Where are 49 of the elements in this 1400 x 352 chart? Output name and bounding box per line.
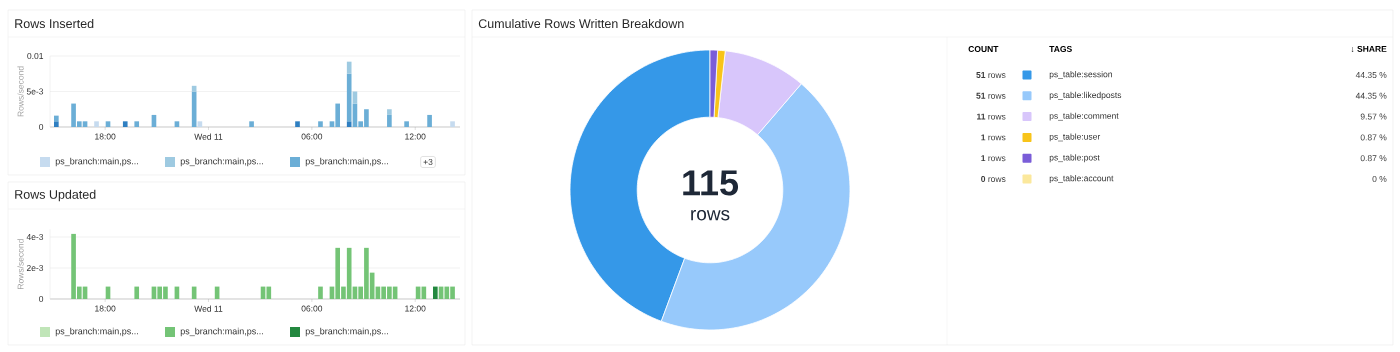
x-tick-label: 18:00 xyxy=(95,305,116,312)
x-tick-label: 12:00 xyxy=(405,133,426,140)
legend-label: ps_branch:main,ps... xyxy=(305,327,388,337)
y-tick-label: 5e-3 xyxy=(26,88,44,95)
text: 0 % xyxy=(1372,175,1387,182)
x-tick-label: 06:00 xyxy=(301,133,323,140)
text: 0.87 % xyxy=(1360,134,1387,141)
x-tick-label: 12:00 xyxy=(405,305,426,312)
text: 115 xyxy=(683,170,739,196)
text: +3 xyxy=(423,158,433,165)
text: TAGS xyxy=(1049,45,1072,52)
data-label: 1 rows xyxy=(981,155,1006,162)
y-tick-label: 4e-3 xyxy=(26,233,44,240)
y-axis-title: Rows/second xyxy=(17,239,24,289)
y-axis-title: Rows/second xyxy=(17,66,24,117)
text: 0 rows xyxy=(981,175,1006,182)
x-tick-label: Wed 11 xyxy=(194,305,223,312)
text: COUNT xyxy=(968,45,999,52)
data-label: 1 rows xyxy=(981,134,1006,141)
x-tick-label: 06:00 xyxy=(301,305,323,312)
text: ↓ SHARE xyxy=(1351,45,1387,53)
chart-title: Cumulative Rows Written Breakdown xyxy=(478,18,684,29)
legend-label: ps_branch:main,ps... xyxy=(305,157,388,167)
legend-label: ps_branch:main,ps... xyxy=(55,327,138,337)
legend-label: ps_table:likedposts xyxy=(1049,91,1122,100)
data-label: 51 rows xyxy=(976,72,1006,78)
legend-label: ps_table:post xyxy=(1049,154,1100,163)
y-tick-label: 0.01 xyxy=(27,52,44,59)
legend-label: ps_branch:main,ps... xyxy=(180,157,263,167)
data-label: 11 rows xyxy=(977,113,1006,120)
x-tick-label: Wed 11 xyxy=(194,133,223,140)
legend-label: ps_table:comment xyxy=(1049,112,1119,121)
y-tick-label: 2e-3 xyxy=(26,264,44,271)
x-tick-label: 18:00 xyxy=(95,133,116,140)
chart-title: Rows Inserted xyxy=(15,18,94,29)
legend-label: ps_table:session xyxy=(1049,71,1112,79)
legend-label: ps_table:user xyxy=(1049,133,1101,142)
y-tick-label: 0 xyxy=(39,123,44,130)
text: 9.57 % xyxy=(1360,113,1387,120)
legend-label: ps_table:account xyxy=(1049,175,1114,183)
chart-title: Rows Updated xyxy=(15,189,96,202)
legend-label: ps_branch:main,ps... xyxy=(55,157,138,167)
text: 44.35 % xyxy=(1355,92,1387,99)
data-label: 51 rows xyxy=(976,92,1006,99)
text: 44.35 % xyxy=(1355,71,1387,78)
y-tick-label: 0 xyxy=(39,295,44,302)
text: 0.87 % xyxy=(1360,155,1387,162)
legend-label: ps_branch:main,ps... xyxy=(180,327,263,337)
text: rows xyxy=(691,209,730,221)
